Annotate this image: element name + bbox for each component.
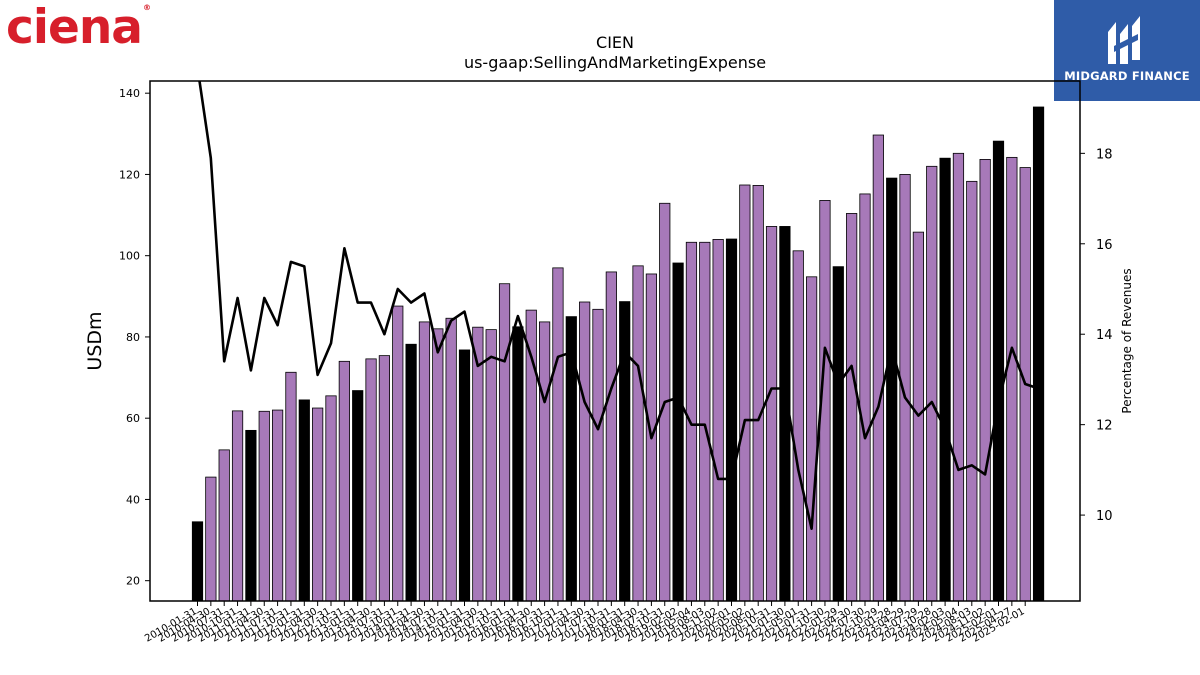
bar bbox=[258, 410, 270, 602]
y-tick-label: 40 bbox=[126, 493, 140, 506]
bar bbox=[458, 349, 471, 602]
bar bbox=[312, 407, 324, 602]
bar bbox=[846, 213, 858, 602]
bar bbox=[939, 157, 951, 602]
bar bbox=[392, 305, 404, 602]
bar bbox=[485, 329, 497, 602]
bar bbox=[725, 238, 738, 602]
bar bbox=[231, 410, 244, 602]
bar bbox=[565, 316, 577, 602]
y-tick-label: 80 bbox=[126, 331, 140, 344]
bar bbox=[952, 152, 965, 602]
bar bbox=[191, 521, 204, 602]
bar bbox=[872, 134, 884, 602]
bar bbox=[712, 239, 724, 602]
y2-tick-label: 18 bbox=[1096, 147, 1113, 162]
bar bbox=[979, 159, 991, 602]
bar bbox=[605, 271, 617, 602]
bar bbox=[632, 265, 644, 602]
midgard-finance-wordmark: MIDGARD FINANCE bbox=[1064, 69, 1190, 83]
y-tick-label: 100 bbox=[119, 250, 140, 263]
y-tick-label: 60 bbox=[126, 412, 140, 425]
bar bbox=[405, 343, 417, 602]
midgard-emblem-icon bbox=[1108, 16, 1140, 64]
bar bbox=[685, 241, 698, 602]
bar bbox=[552, 267, 564, 602]
bar bbox=[205, 476, 217, 602]
bar bbox=[765, 226, 778, 602]
bar bbox=[832, 266, 844, 602]
bar bbox=[1006, 156, 1018, 602]
bar bbox=[512, 326, 524, 602]
bar bbox=[619, 301, 631, 602]
bar bbox=[752, 185, 764, 602]
bar bbox=[672, 262, 684, 602]
ciena-logo: ciena® bbox=[6, 0, 151, 55]
y2-tick-label: 12 bbox=[1096, 419, 1113, 434]
bar bbox=[592, 308, 604, 602]
percentage-line bbox=[198, 81, 1039, 531]
midgard-finance-logo: MIDGARD FINANCE bbox=[1054, 0, 1200, 101]
bar bbox=[1032, 106, 1045, 602]
y2-tick-label: 10 bbox=[1096, 509, 1113, 524]
bar bbox=[886, 177, 898, 602]
bar bbox=[579, 301, 591, 602]
chart-title: CIEN bbox=[596, 33, 634, 52]
bar bbox=[539, 321, 551, 602]
y-tick-label: 20 bbox=[126, 575, 140, 588]
bar bbox=[352, 390, 364, 602]
chart-subtitle: us-gaap:SellingAndMarketingExpense bbox=[463, 53, 767, 72]
bar bbox=[498, 283, 511, 602]
bar bbox=[472, 326, 484, 602]
bar bbox=[245, 429, 257, 602]
bar bbox=[432, 328, 444, 602]
y2-tick-label: 14 bbox=[1096, 328, 1113, 343]
bar bbox=[218, 449, 230, 602]
bar bbox=[792, 250, 804, 602]
bar bbox=[806, 276, 818, 602]
bar bbox=[445, 317, 457, 602]
bar bbox=[325, 395, 337, 602]
bar bbox=[298, 399, 310, 602]
bar bbox=[992, 140, 1005, 602]
bar bbox=[926, 165, 938, 602]
y-tick-label: 120 bbox=[119, 168, 140, 181]
bar bbox=[338, 360, 350, 602]
bar bbox=[739, 184, 751, 602]
y-axis-label: USDm bbox=[84, 311, 106, 370]
plot-frame bbox=[149, 80, 1081, 602]
y2-tick-label: 16 bbox=[1096, 238, 1113, 253]
bar bbox=[271, 409, 284, 602]
bar bbox=[285, 371, 297, 602]
bar bbox=[859, 193, 871, 602]
bar bbox=[699, 241, 711, 602]
bar bbox=[418, 321, 431, 602]
bar bbox=[365, 358, 377, 602]
y2-axis-label: Percentage of Revenues bbox=[1120, 268, 1134, 413]
bar bbox=[378, 355, 391, 602]
y-tick-label: 140 bbox=[119, 87, 140, 100]
bar bbox=[966, 180, 978, 602]
